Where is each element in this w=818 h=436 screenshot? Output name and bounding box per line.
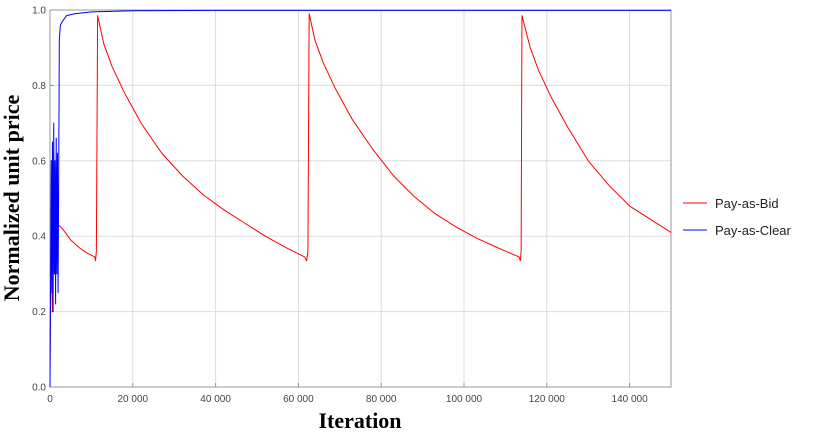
y-tick-label: 0.0: [32, 383, 46, 394]
legend-label-pay-as-clear: Pay-as-Clear: [715, 223, 792, 238]
legend-label-pay-as-bid: Pay-as-Bid: [715, 196, 779, 211]
x-tick-label: 40 000: [200, 394, 231, 405]
y-tick-label: 0.8: [32, 81, 46, 92]
series-lines: [49, 9, 672, 388]
series-line-pay-as-clear: [49, 9, 671, 388]
y-tick-label: 0.2: [32, 307, 46, 318]
grid-lines: [50, 9, 671, 387]
x-tick-label: 120 000: [529, 394, 566, 405]
x-tick-label: 60 000: [283, 394, 314, 405]
y-axis-title: Normalized unit price: [0, 95, 24, 302]
legend: Pay-as-Bid Pay-as-Clear: [683, 196, 792, 238]
plot-frame: [49, 9, 672, 388]
x-tick-label: 140 000: [612, 394, 649, 405]
x-axis-title: Iteration: [318, 408, 401, 433]
x-tick-label: 100 000: [446, 394, 483, 405]
x-axis-ticks: 0 20 000 40 000 60 000 80 000 100 000 120 000 1…: [47, 383, 648, 405]
x-tick-label: 20 000: [118, 394, 149, 405]
series-line-pay-as-bid: [49, 13, 672, 369]
y-tick-label: 1.0: [32, 6, 46, 17]
y-tick-label: 0.6: [32, 156, 46, 167]
y-tick-label: 0.4: [32, 232, 46, 243]
x-tick-label: 80 000: [366, 394, 397, 405]
x-tick-label: 0: [47, 394, 53, 405]
